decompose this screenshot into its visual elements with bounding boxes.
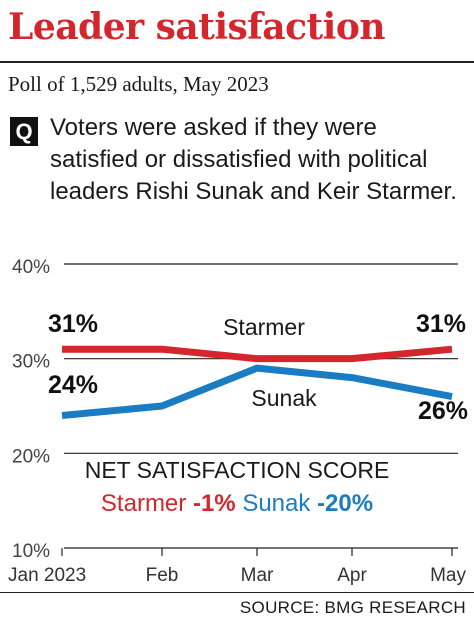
x-tick-label: Apr bbox=[337, 565, 367, 586]
y-tick-label: 40% bbox=[12, 257, 50, 278]
top-rule bbox=[0, 61, 474, 63]
y-tick-label: 20% bbox=[12, 446, 50, 467]
line-layer bbox=[61, 345, 453, 419]
x-tick-label: Feb bbox=[146, 565, 179, 586]
label-layer: 40% 30% 20% 10% Jan 2023 Feb Mar Apr May Starmer S… bbox=[8, 257, 468, 586]
y-tick-label: 30% bbox=[12, 352, 50, 373]
starmer-net-value: -1% bbox=[192, 490, 236, 517]
sunak-line-label: Sunak bbox=[251, 385, 317, 411]
starmer-start-value: 31% bbox=[48, 310, 98, 338]
starmer-net-label: Starmer bbox=[100, 490, 187, 517]
y-tick-label: 10% bbox=[12, 541, 50, 562]
x-tick-label: Jan 2023 bbox=[8, 565, 86, 586]
grid-layer bbox=[61, 263, 458, 556]
sunak-end-value: 26% bbox=[418, 397, 468, 425]
question-badge: Q bbox=[10, 117, 38, 146]
starmer-line-label: Starmer bbox=[223, 314, 305, 340]
net-satisfaction-title: NET SATISFACTION SCORE bbox=[84, 457, 390, 483]
chart-subtitle: Poll of 1,529 adults, May 2023 bbox=[8, 72, 269, 96]
question-text: Voters were asked if they were satisfied… bbox=[50, 114, 457, 205]
starmer-end-value: 31% bbox=[416, 310, 466, 338]
series-line-sunak bbox=[61, 364, 453, 419]
chart-title: Leader satisfaction bbox=[8, 6, 386, 48]
sunak-net-value: -20% bbox=[317, 490, 374, 517]
source-note: SOURCE: BMG RESEARCH bbox=[239, 598, 466, 617]
bottom-rule bbox=[0, 592, 474, 593]
x-tick-label: May bbox=[430, 565, 466, 586]
line-chart: 40% 30% 20% 10% Jan 2023 Feb Mar Apr May Starmer S… bbox=[8, 257, 468, 586]
sunak-start-value: 24% bbox=[48, 371, 98, 399]
x-tick-label: Mar bbox=[241, 565, 274, 586]
series-line-starmer bbox=[62, 345, 453, 363]
net-satisfaction-row: Starmer -1% Sunak -20% bbox=[0, 490, 474, 518]
sunak-net-label: Sunak bbox=[242, 490, 311, 517]
